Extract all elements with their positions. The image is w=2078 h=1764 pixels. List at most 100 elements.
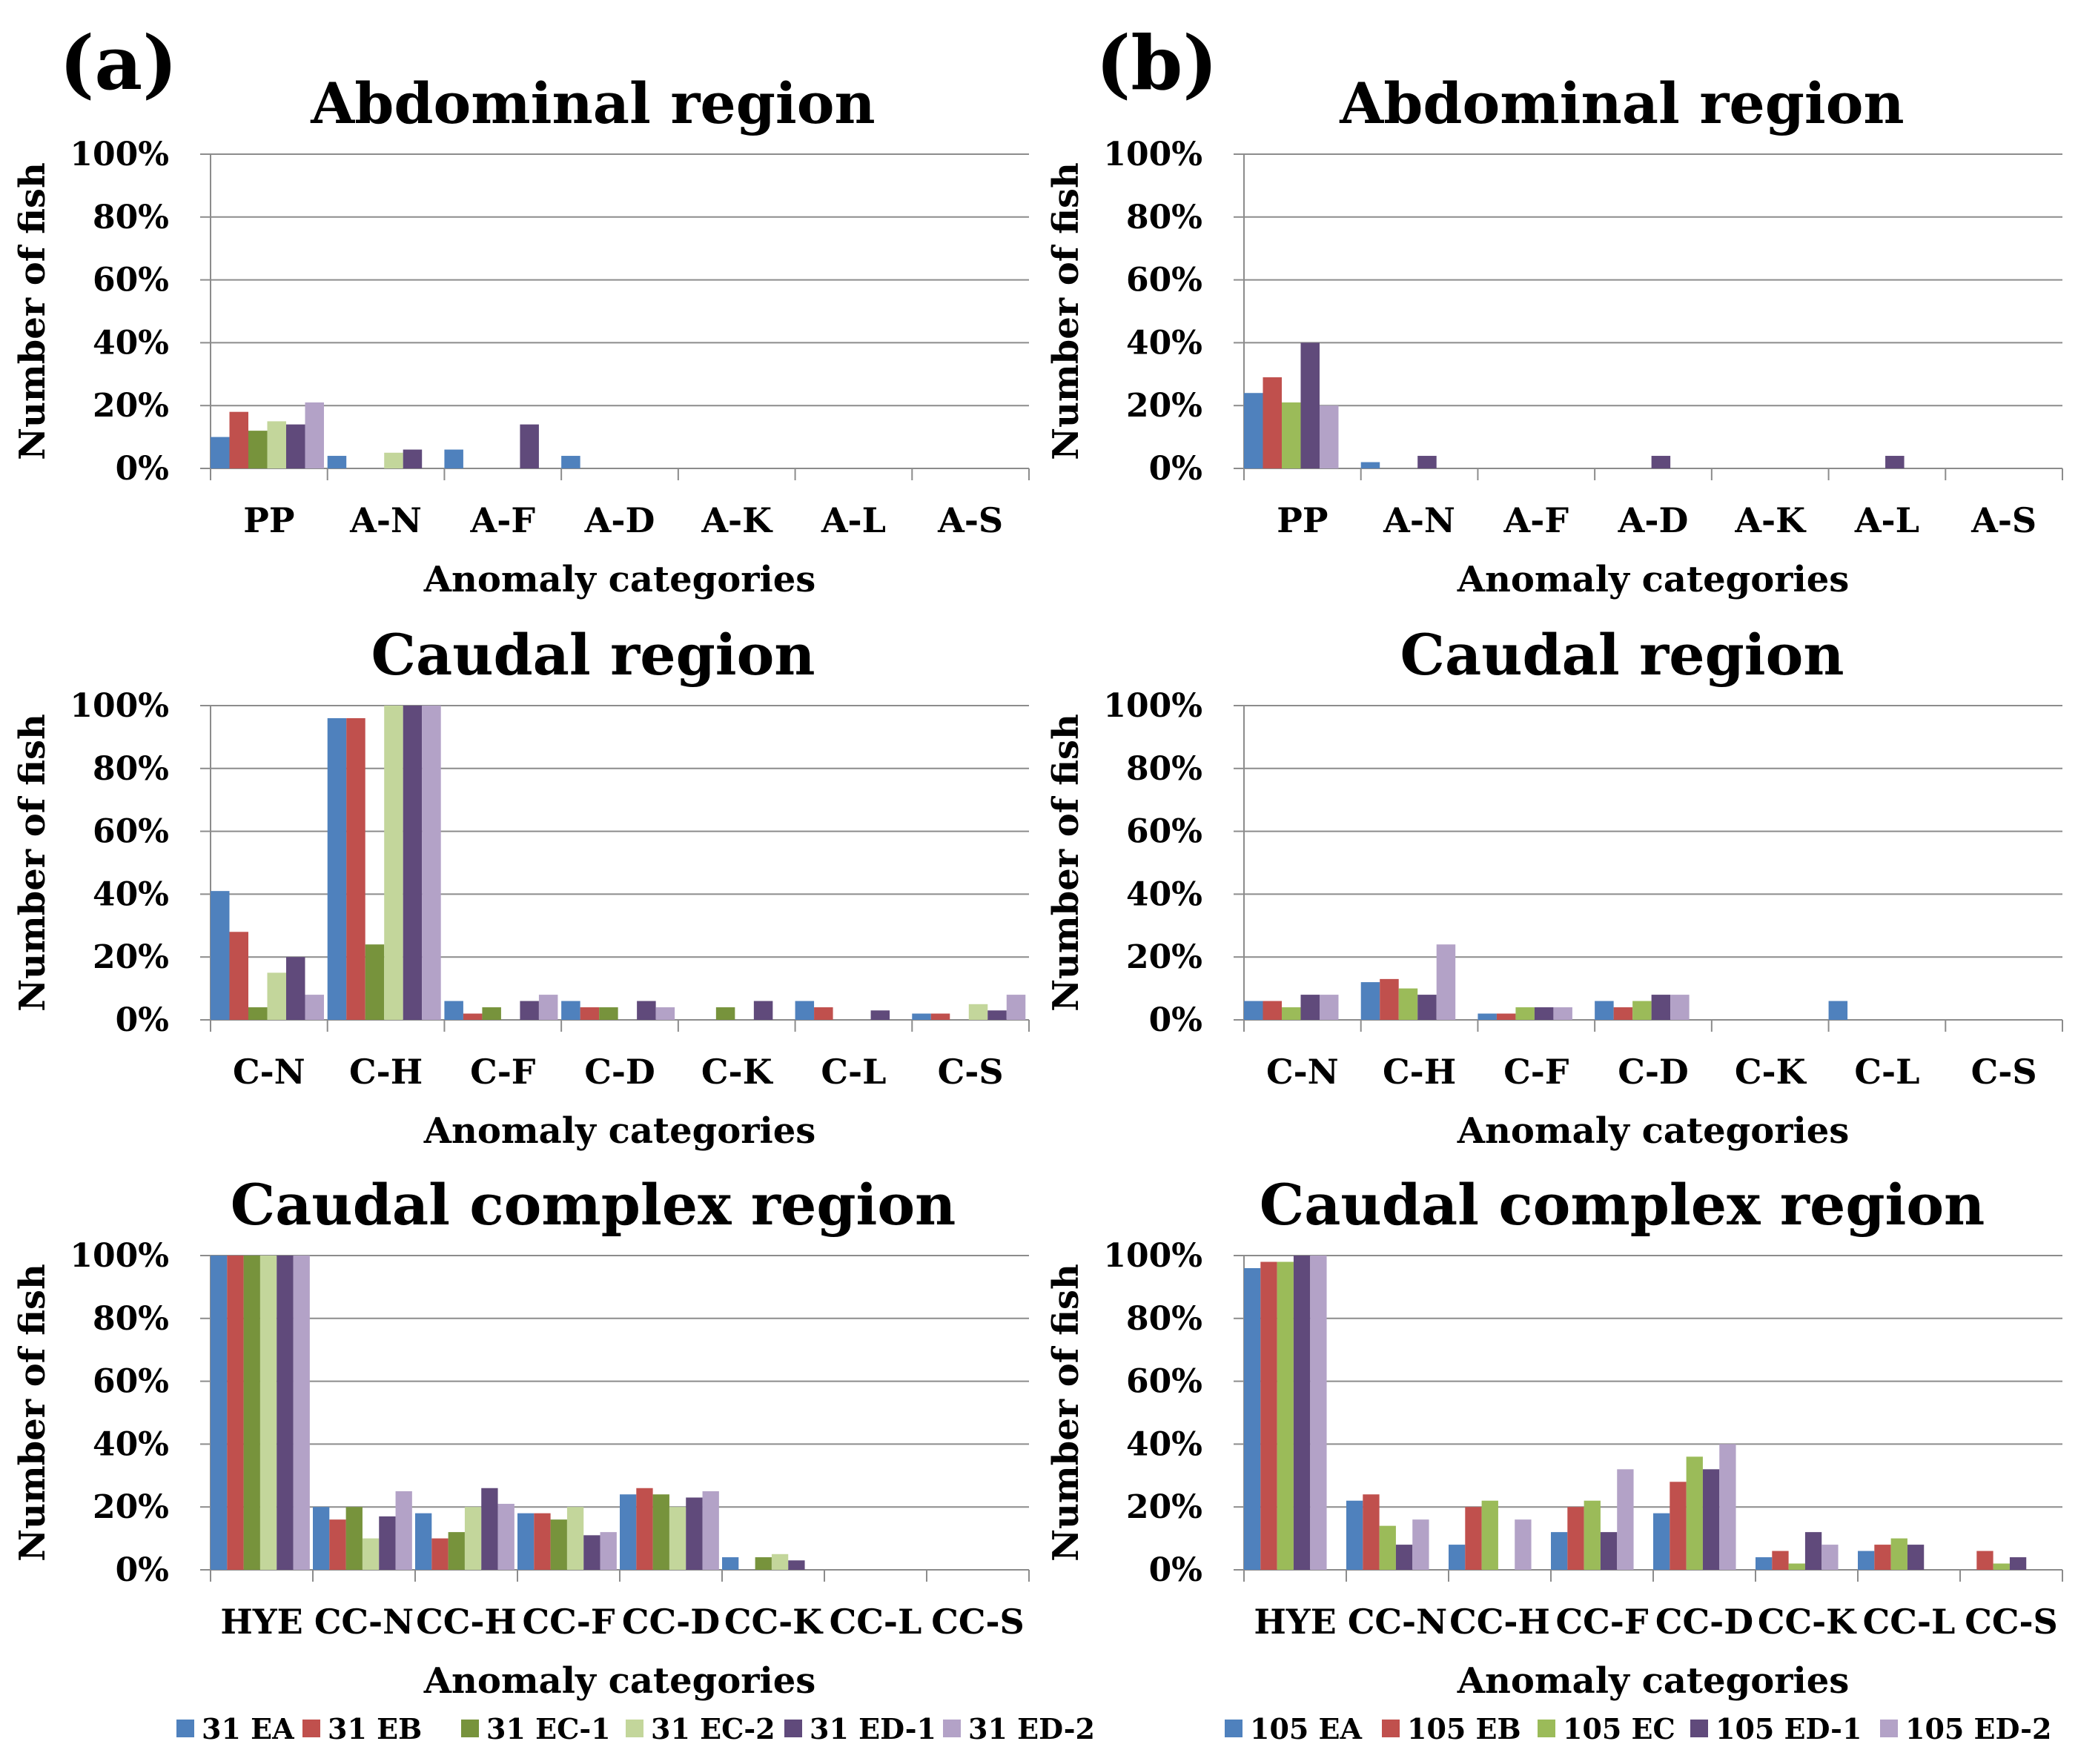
legend-swatch (1690, 1720, 1708, 1737)
bar-31-ea (795, 1001, 815, 1020)
category-label: C-F (470, 1052, 536, 1092)
chart-3: Abdominal region 0% 20% 40% 60% 80% 100% Number… (1045, 70, 2063, 600)
category-label: A-K (1734, 500, 1807, 540)
bar-105-ec (1515, 1007, 1535, 1020)
bar-31-ed-2 (1006, 995, 1026, 1020)
category-label: CC-S (931, 1602, 1025, 1642)
bar-105-ed-1 (2009, 1557, 2027, 1570)
bar-31-ed-2 (600, 1532, 617, 1570)
bar-31-ec-1 (755, 1557, 772, 1570)
bar-31-ed-2 (655, 1007, 675, 1020)
y-tick-label: 60% (93, 1363, 169, 1401)
bar-31-ed-1 (403, 706, 423, 1020)
bar-105-ec (1281, 1007, 1301, 1020)
chart-2: Caudal complex region 0% 20% 40% 60% 80% 100% N… (12, 1172, 1030, 1702)
y-tick-label: 40% (93, 875, 169, 913)
bar-31-eb (580, 1007, 600, 1020)
bar-31-eb (636, 1488, 653, 1570)
bar-31-ed-1 (481, 1488, 498, 1570)
y-tick-label: 20% (93, 938, 169, 976)
category-label: CC-F (523, 1602, 615, 1642)
bar-31-ec-1 (652, 1494, 669, 1570)
bar-105-ed-2 (1670, 995, 1690, 1020)
bar-31-ea (444, 1001, 463, 1020)
legend-swatch (1382, 1720, 1400, 1737)
bar-31-ed-1 (285, 424, 305, 468)
category-label: C-S (1971, 1052, 2037, 1092)
bar-31-ea (912, 1013, 931, 1020)
bar-105-ed-1 (1417, 995, 1437, 1020)
panel-label-b: (b) (1096, 19, 1218, 107)
bar-31-ec-1 (345, 1507, 363, 1570)
category-label: CC-N (314, 1602, 414, 1642)
legend-label: 105 ED-1 (1715, 1712, 1862, 1745)
y-tick-label: 80% (1126, 750, 1202, 788)
category-label: CC-D (622, 1602, 720, 1642)
bar-105-ed-1 (1651, 456, 1671, 468)
bar-31-eb (229, 932, 248, 1020)
legend-swatch (176, 1720, 194, 1737)
y-tick-label: 0% (1149, 1001, 1202, 1039)
bar-105-ed-1 (1395, 1545, 1413, 1570)
chart-title: Caudal complex region (231, 1172, 956, 1238)
chart-title: Abdominal region (1339, 70, 1904, 136)
bar-105-ed-2 (1412, 1519, 1429, 1570)
bar-31-ea (327, 456, 347, 468)
category-label: CC-H (416, 1602, 517, 1642)
bar-105-ea (1360, 982, 1380, 1020)
bar-31-eb (227, 1256, 244, 1570)
charts: Abdominal region 0% 20% 40% 60% 80% 100% Number… (12, 70, 2063, 1702)
y-tick-label: 100% (70, 136, 169, 173)
bar-31-ec-2 (362, 1538, 380, 1570)
category-label: CC-F (1556, 1602, 1649, 1642)
bar-105-ea (1756, 1557, 1773, 1570)
bar-31-ec-1 (715, 1007, 735, 1020)
bar-105-ec (1788, 1563, 1805, 1570)
category-label: HYE (1254, 1602, 1336, 1642)
y-axis-title: Number of fish (1045, 162, 1087, 460)
legend-swatch (1538, 1720, 1555, 1737)
bar-105-ed-1 (1804, 1532, 1822, 1570)
chart-4: Caudal region 0% 20% 40% 60% 80% 100% Number of… (1045, 622, 2063, 1152)
bar-105-eb (1263, 1001, 1282, 1020)
bar-105-ec (1993, 1563, 2010, 1570)
bar-31-eb (329, 1519, 346, 1570)
category-label: C-N (233, 1052, 305, 1092)
y-tick-label: 0% (1149, 450, 1202, 488)
category-label: A-D (1618, 500, 1689, 540)
bar-31-ea (211, 891, 230, 1020)
bar-31-ea (313, 1507, 330, 1570)
category-label: CC-L (1863, 1602, 1956, 1642)
legend-label: 31 EA (202, 1712, 294, 1745)
bar-105-ea (1828, 1001, 1848, 1020)
category-label: A-F (470, 500, 536, 540)
bar-31-ec-2 (384, 706, 403, 1020)
bar-31-ea (517, 1513, 535, 1570)
bar-105-ed-1 (1907, 1545, 1925, 1570)
bar-31-ea (327, 717, 347, 1020)
y-tick-label: 20% (1126, 938, 1202, 976)
bar-105-ea (1595, 1001, 1614, 1020)
y-tick-label: 100% (70, 1237, 169, 1275)
y-tick-label: 0% (1149, 1551, 1202, 1589)
bar-31-ec-1 (243, 1256, 260, 1570)
bar-105-ed-2 (1319, 405, 1339, 468)
bar-31-ec-2 (464, 1507, 482, 1570)
legend-b: 105 EA 105 EB 105 EC 105 ED-1 105 ED-2 (1225, 1712, 2051, 1745)
bar-31-ed-1 (870, 1010, 890, 1020)
category-label: A-K (701, 500, 773, 540)
bar-105-ed-1 (1534, 1007, 1554, 1020)
bar-31-ea (444, 449, 463, 468)
y-tick-label: 40% (93, 1425, 169, 1463)
y-tick-label: 60% (93, 813, 169, 851)
bar-31-ed-2 (305, 402, 324, 468)
bar-105-eb (1567, 1507, 1584, 1570)
bar-105-ed-2 (1319, 995, 1339, 1020)
bar-105-eb (1772, 1551, 1789, 1570)
chart-5: Caudal complex region 0% 20% 40% 60% 80% 100% N… (1045, 1172, 2063, 1702)
bar-31-ec-1 (482, 1007, 501, 1020)
bar-31-ed-1 (788, 1560, 805, 1570)
y-tick-label: 20% (93, 1488, 169, 1526)
bar-105-ea (1551, 1532, 1568, 1570)
